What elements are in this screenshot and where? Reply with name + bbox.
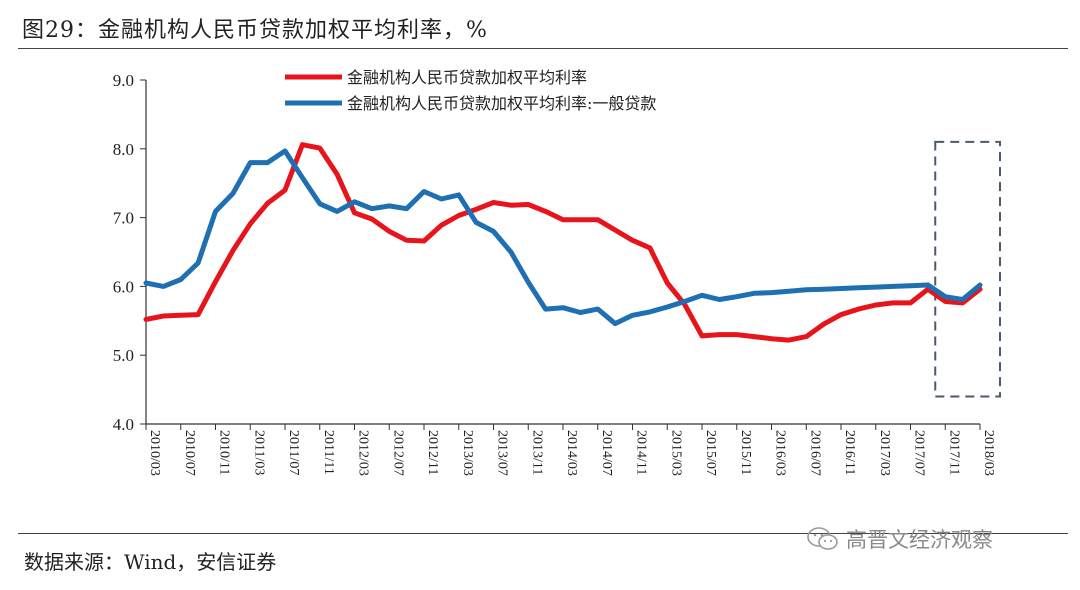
- y-tick-label: 5.0: [113, 346, 134, 365]
- x-tick-label: 2017/03: [877, 430, 892, 476]
- x-tick-label: 2016/03: [773, 430, 788, 476]
- y-tick-label: 4.0: [113, 415, 134, 434]
- series-line-general-loan-rate: [143, 148, 983, 327]
- x-tick-label: 2017/07: [912, 430, 927, 476]
- x-tick-label: 2011/03: [251, 430, 266, 475]
- x-tick-label: 2017/11: [946, 430, 961, 475]
- x-tick-label: 2010/03: [147, 430, 162, 476]
- y-tick-label: 6.0: [113, 277, 134, 296]
- page-title: 图29：金融机构人民币贷款加权平均利率，%: [22, 18, 488, 43]
- x-tick-label: 2018/03: [981, 430, 996, 476]
- x-tick-label: 2014/11: [634, 430, 649, 475]
- y-tick-label: 8.0: [113, 140, 134, 159]
- highlight-box-layer: [934, 140, 1001, 398]
- x-tick-label: 2012/07: [390, 430, 405, 476]
- bottom-divider: [18, 533, 1068, 534]
- x-tick-label: 2015/03: [668, 430, 683, 476]
- watermark-text: 高晋文经济观察: [846, 528, 993, 552]
- x-tick-label: 2016/11: [842, 430, 857, 475]
- y-tick-label: 7.0: [113, 209, 134, 228]
- x-tick-label: 2014/03: [564, 430, 579, 476]
- top-divider: [18, 48, 1068, 49]
- x-tick-label: 2012/11: [425, 430, 440, 475]
- y-tick-label: 9.0: [113, 71, 134, 90]
- x-tick-label: 2010/07: [182, 430, 197, 476]
- x-tick-label: 2011/07: [286, 430, 301, 475]
- x-tick-label: 2010/11: [217, 430, 232, 475]
- data-source: 数据来源：Wind，安信证券: [24, 550, 277, 574]
- x-tick-label: 2012/03: [356, 430, 371, 476]
- series-layer: [143, 142, 983, 343]
- legend-label: 金融机构人民币贷款加权平均利率:一般贷款: [347, 94, 656, 113]
- series-line-loan-rate: [143, 142, 983, 343]
- x-tick-label: 2015/07: [703, 430, 718, 476]
- wechat-icon: [807, 527, 838, 550]
- x-tick-label: 2013/07: [495, 430, 510, 476]
- x-tick-label: 2015/11: [738, 430, 753, 475]
- highlight-box: [934, 140, 1001, 398]
- x-tick-label: 2011/11: [321, 430, 336, 475]
- watermark: 高晋文经济观察: [806, 524, 993, 554]
- x-tick-label: 2014/07: [599, 430, 614, 476]
- x-tick-label: 2013/03: [460, 430, 475, 476]
- chart-axes: 9.0 8.0 7.0 6.0 5.0 4.0: [113, 71, 980, 434]
- x-tick-label: 2016/07: [807, 430, 822, 476]
- legend-label: 金融机构人民币贷款加权平均利率: [347, 68, 587, 87]
- x-tick-labels: 2010/03 2010/07 2010/11 2011/03 2011/07 2011/…: [145, 424, 996, 476]
- x-tick-label: 2013/11: [529, 430, 544, 475]
